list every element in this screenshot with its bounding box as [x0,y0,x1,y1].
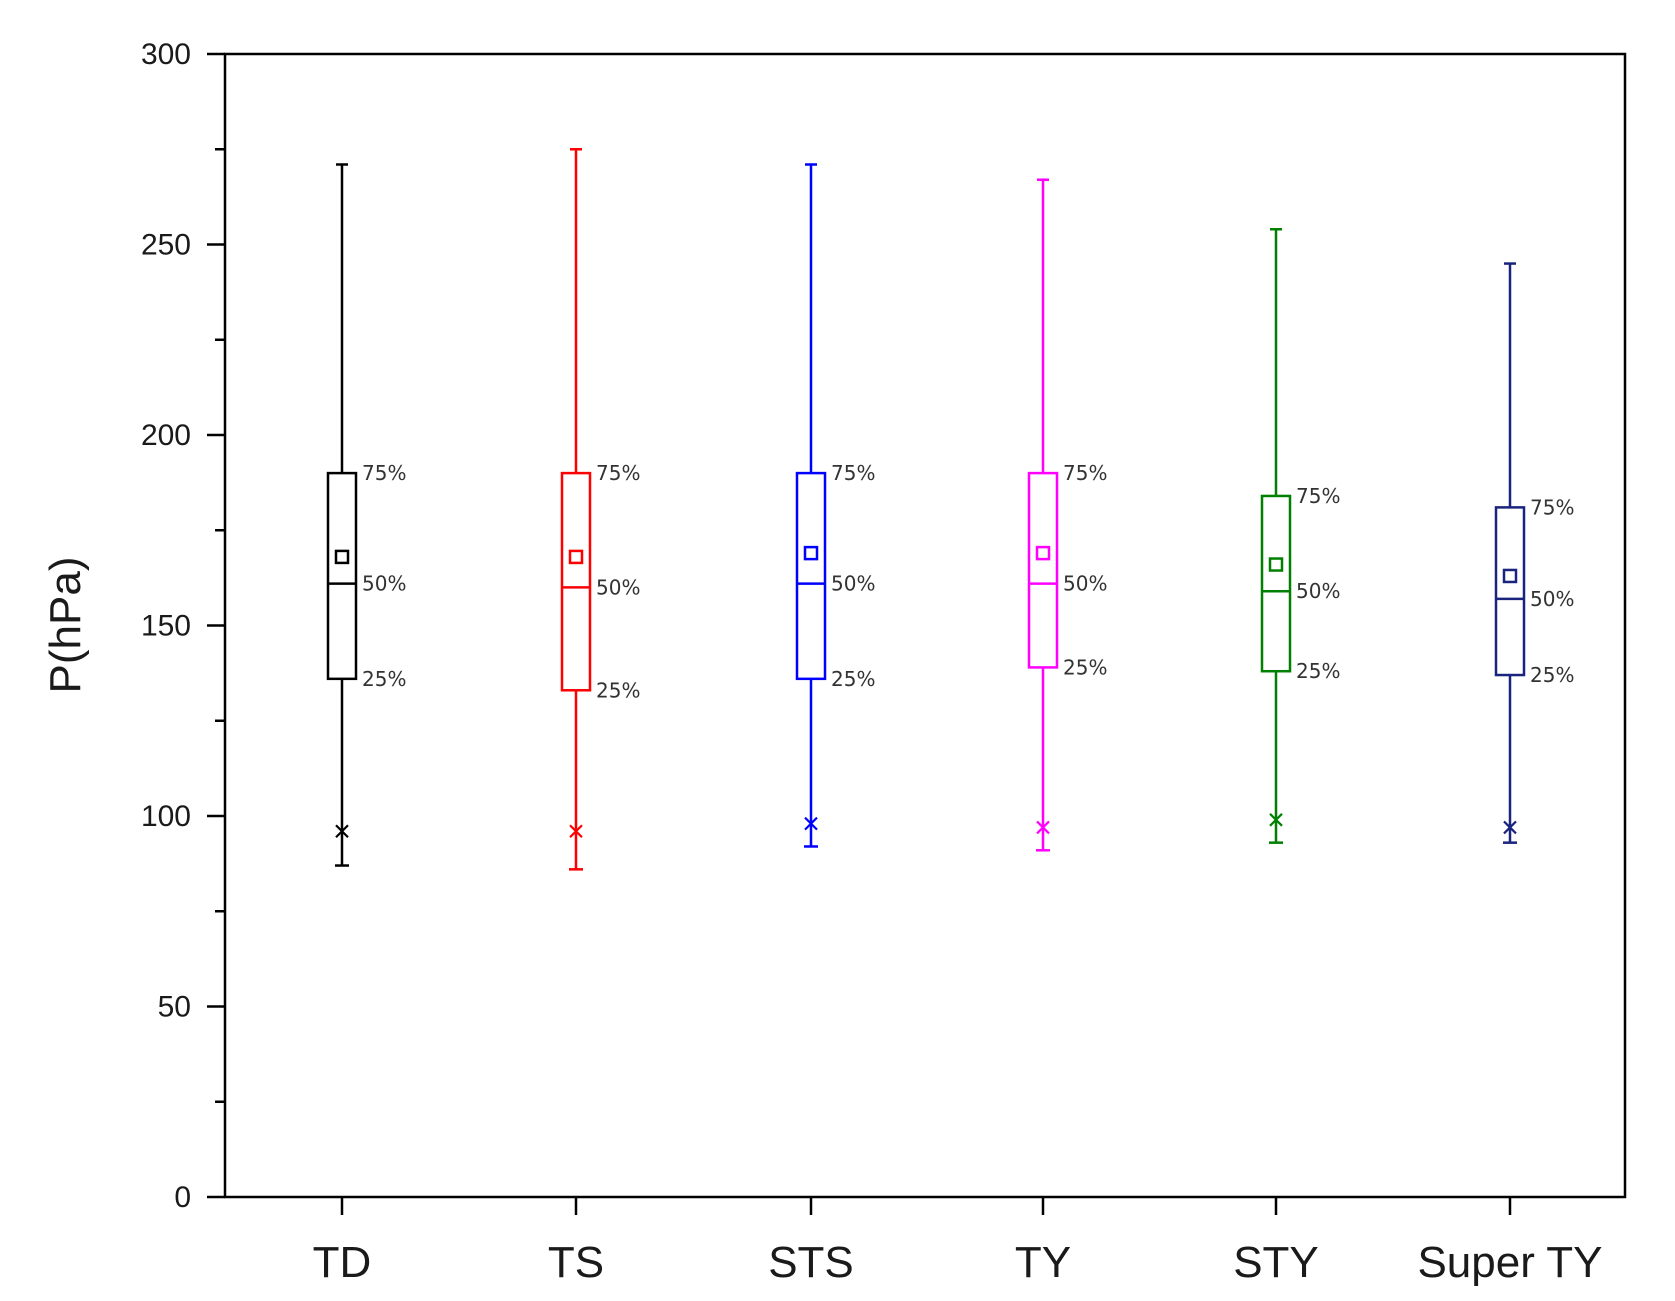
iqr-box [326,471,358,681]
q3-label: 75% [362,461,406,485]
median-label: 50% [362,572,406,596]
box-sty: 75% 50% 25% [1260,228,1340,844]
box-super-ty: 75% 50% 25% [1494,262,1574,844]
percentile-x-marker [1036,820,1050,835]
iqr-box [1494,506,1526,677]
q3-label: 75% [1063,461,1107,485]
percentile-x-marker [804,816,818,831]
y-tick-label: 250 [141,229,191,262]
q3-label: 75% [1530,495,1574,519]
mean-marker [803,545,819,561]
median-label: 50% [831,572,875,596]
median-label: 50% [1530,587,1574,611]
percentile-x-marker [335,824,349,839]
mean-marker [568,549,584,565]
box-series: 75% 50% 25% 75% 50% 25% 75% 50% 25% 75% 50% 25% 75% 5… [326,148,1574,871]
y-tick-label: 200 [141,419,191,452]
y-tick-label: 100 [141,800,191,833]
q1-label: 25% [1530,663,1574,687]
x-tick-label: STS [768,1238,854,1287]
box-sts: 75% 50% 25% [795,163,875,848]
x-tick-label: TY [1015,1238,1071,1287]
box-ty: 75% 50% 25% [1027,178,1107,852]
q3-label: 75% [596,461,640,485]
box-td: 75% 50% 25% [326,163,406,867]
q3-label: 75% [831,461,875,485]
iqr-box [795,471,827,681]
q3-label: 75% [1296,484,1340,508]
x-axis: TD TS STS TY STY Super TY [313,1197,1603,1287]
percentile-x-marker [1503,820,1517,835]
box-ts: 75% 50% 25% [560,148,640,871]
q1-label: 25% [1063,655,1107,679]
y-tick-label: 150 [141,610,191,643]
x-tick-label: Super TY [1417,1238,1602,1287]
q1-label: 25% [1296,659,1340,683]
percentile-x-marker [1269,813,1283,827]
percentile-x-marker [569,824,583,839]
iqr-box [1027,471,1059,669]
mean-marker [1502,568,1518,584]
q1-label: 25% [596,678,640,702]
median-label: 50% [1063,572,1107,596]
median-label: 50% [1296,579,1340,603]
median-label: 50% [596,575,640,599]
y-axis: 0 50 100 150 200 250 300 [141,38,225,1214]
mean-marker [334,549,350,565]
q1-label: 25% [831,667,875,691]
plot-frame [223,52,1627,1199]
mean-marker [1035,545,1051,561]
iqr-box [560,471,592,692]
q1-label: 25% [362,667,406,691]
y-tick-label: 50 [158,991,191,1024]
x-tick-label: TS [548,1238,604,1287]
y-tick-label: 0 [174,1181,191,1214]
iqr-box [1260,494,1292,673]
mean-marker [1268,557,1284,572]
y-tick-label: 300 [141,38,191,71]
y-axis-label: P(hPa) [41,557,90,694]
x-tick-label: STY [1233,1238,1319,1287]
x-tick-label: TD [313,1238,372,1287]
